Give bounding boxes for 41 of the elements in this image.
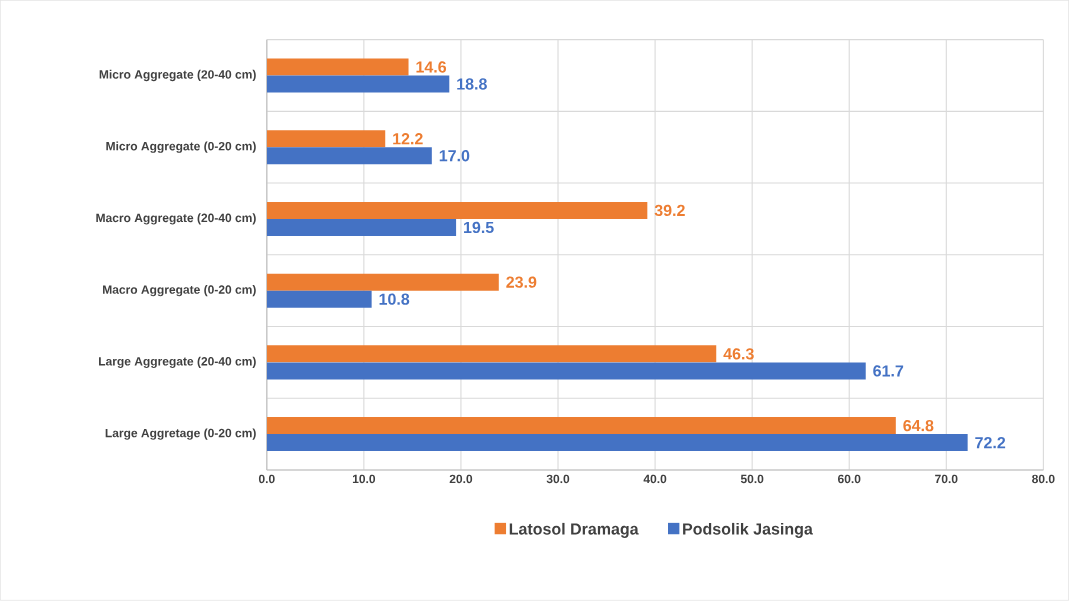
bar [266, 434, 968, 452]
x-tick-label: 70.0 [935, 474, 958, 484]
data-label: 64.8 [903, 420, 934, 432]
data-label: 72.2 [975, 437, 1006, 449]
bar [266, 58, 409, 76]
x-tick-label: 30.0 [546, 474, 570, 484]
bar [266, 362, 866, 380]
y-tick-label: Micro Aggregate (0-20 cm) [106, 141, 256, 154]
x-tick-label: 40.0 [643, 474, 667, 484]
legend-label: Podsolik Jasinga [683, 523, 813, 539]
data-label: 23.9 [506, 276, 537, 288]
bar [266, 290, 372, 308]
data-label: 19.5 [464, 221, 494, 234]
y-tick-label: Large Aggregate (20-40 cm) [99, 356, 256, 369]
legend-label: Latosol Dramaga [509, 523, 639, 539]
data-label: 17.0 [439, 150, 470, 162]
x-tick-label: 0.0 [258, 474, 275, 484]
bar [266, 130, 386, 148]
bar [266, 219, 457, 237]
data-label: 46.3 [723, 348, 754, 360]
data-label: 39.2 [654, 204, 685, 217]
data-label: 61.7 [873, 365, 904, 377]
data-label: 18.8 [457, 78, 487, 90]
data-label: 12.2 [393, 133, 423, 145]
x-tick-label: 20.0 [449, 474, 473, 484]
x-tick-label: 50.0 [740, 474, 764, 484]
y-tick-label: Macro Aggregate (0-20 cm) [103, 285, 256, 297]
data-label: 14.6 [416, 61, 447, 73]
bar [266, 417, 896, 435]
data-label: 10.8 [379, 293, 410, 305]
y-tick-label: Macro Aggregate (20-40 cm) [96, 213, 256, 225]
bar [266, 147, 432, 165]
bar [266, 273, 499, 291]
x-tick-label: 60.0 [837, 474, 861, 484]
y-tick-label: Large Aggretage (0-20 cm) [105, 428, 256, 440]
x-tick-label: 80.0 [1032, 474, 1055, 484]
bar [266, 75, 450, 93]
bar [266, 202, 648, 220]
bar [266, 345, 717, 363]
x-tick-label: 10.0 [352, 474, 376, 484]
y-tick-label: Micro Aggregate (20-40 cm) [99, 70, 256, 82]
